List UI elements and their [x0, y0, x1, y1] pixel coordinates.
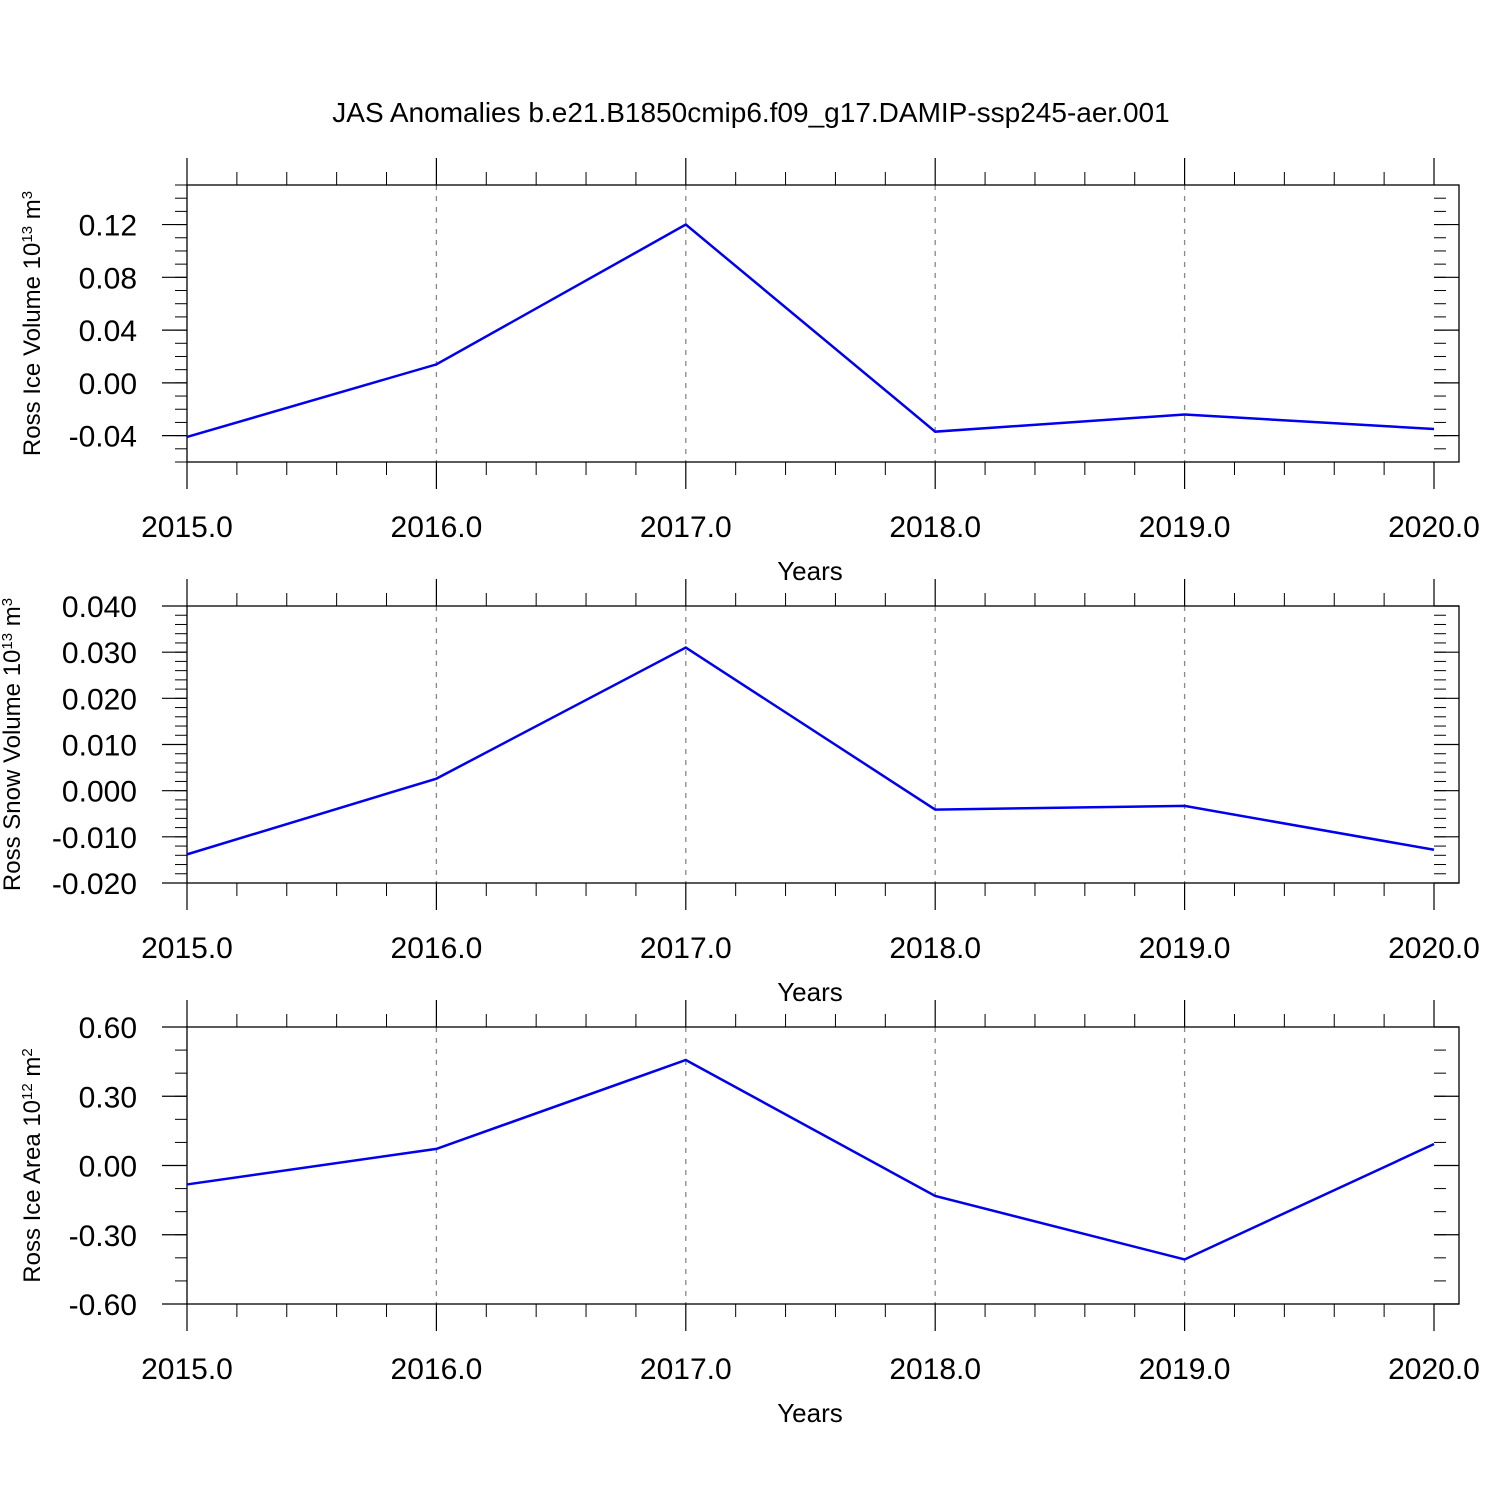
panel1-y-tick-label: -0.04: [69, 421, 137, 454]
y-axis-title-superscript: 12: [19, 1083, 36, 1100]
y-axis-title-superscript: 13: [19, 226, 36, 243]
y-axis-title-part: Ross Ice Volume 10: [19, 243, 46, 456]
panel1-x-tick-label: 2015.0: [141, 511, 233, 544]
panel3-plot-frame: [186, 1026, 1460, 1305]
panel1-x-axis-title: Years: [777, 556, 843, 586]
panel1-y-tick-label: 0.00: [79, 368, 137, 401]
panel1-x-tick-label: 2017.0: [640, 511, 732, 544]
panel3-x-tick-label: 2017.0: [640, 1353, 732, 1386]
y-axis-title-part: m: [19, 1057, 46, 1084]
panel1-x-tick-label: 2018.0: [889, 511, 981, 544]
panel2-plot-frame: [186, 605, 1460, 884]
panel2-y-tick-label: 0.000: [62, 776, 137, 809]
panel2-y-tick-label: 0.040: [62, 591, 137, 624]
panel1-x-tick-label: 2016.0: [391, 511, 483, 544]
y-axis-title-part: Ross Snow Volume 10: [0, 650, 26, 891]
panel2-y-tick-label: 0.020: [62, 683, 137, 716]
y-axis-title-superscript: 3: [19, 191, 36, 199]
panel2-x-tick-label: 2015.0: [141, 932, 233, 965]
y-axis-title-superscript: 2: [19, 1048, 36, 1056]
panel2-y-axis-title: Ross Snow Volume 1013 m3: [0, 598, 26, 891]
panel2-x-tick-label: 2020.0: [1388, 932, 1480, 965]
panel1-y-tick-label: 0.12: [79, 210, 137, 243]
y-axis-title-part: Ross Ice Area 10: [19, 1100, 46, 1283]
panel2-y-tick-label: 0.030: [62, 637, 137, 670]
panel3-x-tick-label: 2016.0: [391, 1353, 483, 1386]
panel3-y-tick-label: 0.60: [79, 1012, 137, 1045]
panel1-x-tick-label: 2019.0: [1139, 511, 1231, 544]
y-axis-title-superscript: 13: [0, 633, 16, 650]
panel3-x-tick-label: 2020.0: [1388, 1353, 1480, 1386]
panel3-y-tick-label: -0.30: [69, 1220, 137, 1253]
y-axis-title-part: m: [19, 199, 46, 226]
panel2-y-tick-label: 0.010: [62, 730, 137, 763]
panel1-y-axis-title: Ross Ice Volume 1013 m3: [19, 191, 47, 456]
panel2-series-line-0: [186, 646, 1435, 856]
y-axis-title-superscript: 3: [0, 598, 16, 606]
panel1-plot-frame: [186, 184, 1460, 463]
panel3-y-axis-title: Ross Ice Area 1012 m2: [19, 1048, 47, 1282]
panel2-x-tick-label: 2018.0: [889, 932, 981, 965]
panel1-x-tick-label: 2020.0: [1388, 511, 1480, 544]
panel3-x-tick-label: 2015.0: [141, 1353, 233, 1386]
panel3-x-tick-label: 2018.0: [889, 1353, 981, 1386]
panel3-y-tick-label: 0.30: [79, 1081, 137, 1114]
panel3-y-tick-label: 0.00: [79, 1151, 137, 1184]
panel1-series-line-0: [186, 223, 1435, 439]
panel1-y-tick-label: 0.08: [79, 262, 137, 295]
y-axis-title-part: m: [0, 606, 26, 633]
panel3-x-axis-title: Years: [777, 1398, 843, 1428]
panel3-series-line-0: [186, 1058, 1435, 1261]
panel2-x-tick-label: 2019.0: [1139, 932, 1231, 965]
panel2-x-axis-title: Years: [777, 977, 843, 1007]
panel2-x-tick-label: 2017.0: [640, 932, 732, 965]
panel3-y-tick-label: -0.60: [69, 1289, 137, 1322]
panel2-y-tick-label: -0.020: [52, 868, 137, 901]
panel1-y-tick-label: 0.04: [79, 315, 137, 348]
panel3-x-tick-label: 2019.0: [1139, 1353, 1231, 1386]
panel2-x-tick-label: 2016.0: [391, 932, 483, 965]
chart-title: JAS Anomalies b.e21.B1850cmip6.f09_g17.D…: [332, 97, 1169, 128]
panel2-y-tick-label: -0.010: [52, 822, 137, 855]
